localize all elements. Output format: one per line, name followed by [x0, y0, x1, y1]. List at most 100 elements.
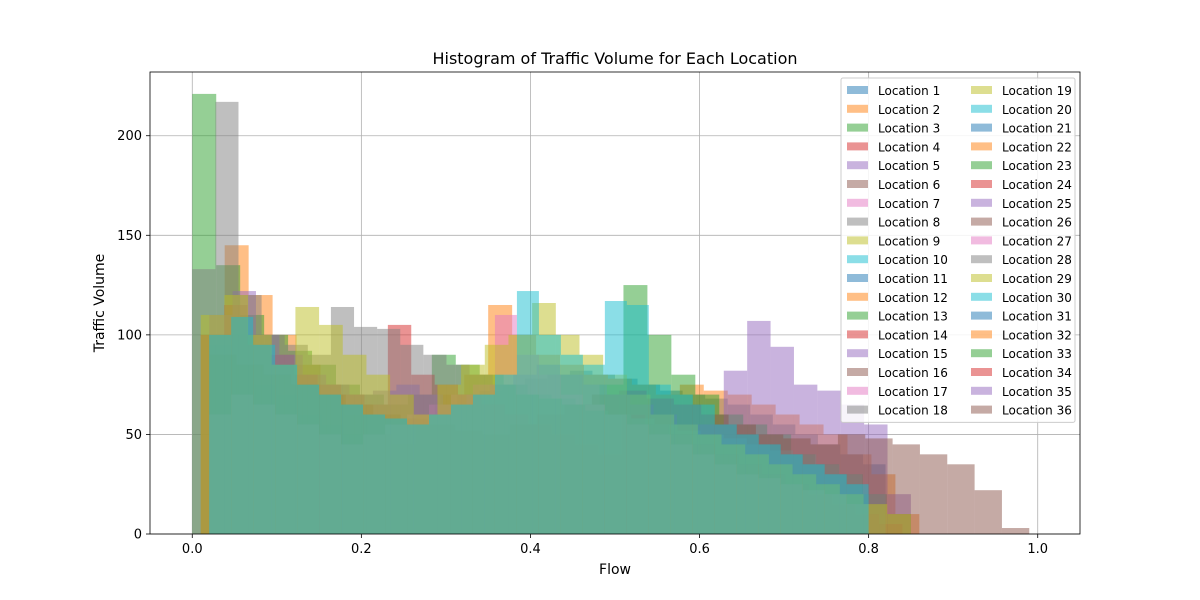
histogram-bar: [802, 464, 825, 534]
histogram-bar: [516, 291, 539, 534]
legend-swatch: [971, 142, 992, 151]
histogram-bar: [863, 504, 888, 534]
legend-swatch: [847, 104, 868, 113]
histogram-bar: [385, 418, 408, 534]
histogram-bar: [472, 394, 495, 534]
legend-entry-label: Location 24: [1002, 178, 1072, 192]
legend-swatch: [971, 123, 992, 132]
y-axis-label: Traffic Volume: [92, 254, 108, 354]
histogram-bar: [714, 424, 737, 534]
legend-entry-label: Location 4: [878, 140, 940, 154]
histogram-bar: [1001, 528, 1030, 534]
legend-entry-label: Location 23: [1002, 159, 1072, 173]
histogram-bar: [947, 464, 975, 534]
legend-entry-label: Location 5: [878, 159, 940, 173]
x-tick-label: 0.4: [520, 542, 541, 557]
legend-entry-label: Location 35: [1002, 385, 1072, 399]
legend-entry-label: Location 2: [878, 103, 940, 117]
legend-swatch: [847, 198, 868, 207]
legend-entry-label: Location 1: [878, 84, 940, 98]
legend-entry-label: Location 29: [1002, 272, 1072, 286]
x-tick-label: 0.6: [689, 542, 710, 557]
legend-entry-label: Location 14: [878, 328, 948, 342]
legend-entry-label: Location 7: [878, 197, 940, 211]
legend-entry-label: Location 21: [1002, 122, 1072, 136]
legend-swatch: [847, 217, 868, 226]
legend-entry-label: Location 16: [878, 366, 948, 380]
histogram-bar: [670, 394, 693, 534]
legend-swatch: [971, 198, 992, 207]
legend-entry-label: Location 27: [1002, 234, 1072, 248]
histogram-bar: [494, 374, 517, 534]
legend-swatch: [971, 368, 992, 376]
x-axis-label: Flow: [599, 562, 631, 578]
histogram-bar: [341, 404, 364, 534]
legend-entry-label: Location 30: [1002, 291, 1072, 305]
legend-entry-label: Location 11: [878, 272, 948, 286]
legend-swatch: [847, 236, 868, 245]
legend-swatch: [847, 274, 868, 282]
legend-entry-label: Location 8: [878, 216, 940, 230]
series-10: [209, 291, 869, 534]
x-tick-label: 1.0: [1027, 542, 1048, 557]
legend-entry-label: Location 26: [1002, 216, 1072, 230]
histogram-bar: [319, 394, 342, 534]
legend-entry-label: Location 33: [1002, 347, 1072, 361]
histogram-bar: [692, 404, 715, 534]
x-tick-label: 0.0: [182, 542, 203, 557]
axes-frame: [149, 71, 1081, 535]
histogram-bar: [407, 424, 429, 534]
histogram-bar: [780, 454, 803, 534]
legend-swatch: [971, 311, 992, 320]
legend-swatch: [971, 161, 992, 170]
legend-entry-label: Location 19: [1002, 84, 1072, 98]
histogram-bar: [846, 484, 869, 534]
y-tick-label: 150: [117, 229, 142, 244]
legend-entry-label: Location 12: [878, 291, 948, 305]
legend-swatch: [847, 123, 868, 132]
legend-box: [840, 77, 1076, 423]
legend-swatch: [971, 274, 992, 282]
legend-swatch: [971, 180, 992, 188]
legend-swatch: [971, 217, 992, 226]
histogram-bar: [582, 364, 605, 534]
histogram-bar: [974, 490, 1002, 534]
histogram-bar: [297, 384, 320, 534]
histogram-bar: [363, 414, 386, 534]
x-tick-label: 0.2: [351, 542, 372, 557]
legend-swatch: [971, 104, 992, 113]
histogram-bar: [887, 514, 911, 534]
legend-swatch: [971, 405, 992, 414]
legend-entry-label: Location 25: [1002, 197, 1072, 211]
histogram-bar: [231, 316, 254, 534]
legend-entry-label: Location 34: [1002, 366, 1072, 380]
legend-entry-label: Location 10: [878, 253, 948, 267]
legend: Location 1 Location 2 Location 3 Location 4…: [840, 77, 1076, 423]
legend-swatch: [971, 236, 992, 245]
histogram-bar: [604, 301, 627, 534]
y-tick-label: 100: [117, 328, 142, 343]
legend-entry-label: Location 20: [1002, 103, 1072, 117]
plot-area: 0.0 0.2 0.4 0.6 0.8 1.0 0 50 100 150 200: [117, 71, 1081, 557]
legend-swatch: [847, 161, 868, 170]
legend-swatch: [971, 330, 992, 339]
legend-swatch: [847, 255, 868, 264]
histogram-bar: [209, 334, 232, 534]
histogram-bar: [824, 474, 847, 534]
histogram-bar: [253, 344, 276, 534]
legend-swatch: [847, 349, 868, 358]
legend-entry-label: Location 17: [878, 385, 948, 399]
legend-swatch: [847, 142, 868, 151]
legend-entry-label: Location 31: [1002, 310, 1072, 324]
legend-swatch: [847, 311, 868, 320]
legend-swatch: [971, 292, 992, 301]
histogram-bar: [275, 364, 298, 534]
legend-entry-label: Location 3: [878, 122, 940, 136]
histogram-bar: [560, 354, 583, 534]
y-tick-label: 50: [125, 428, 142, 443]
legend-swatch: [847, 405, 868, 414]
legend-entry-label: Location 28: [1002, 253, 1072, 267]
histogram-bar: [538, 334, 561, 534]
legend-swatch: [971, 255, 992, 264]
histogram-bar: [919, 454, 948, 534]
